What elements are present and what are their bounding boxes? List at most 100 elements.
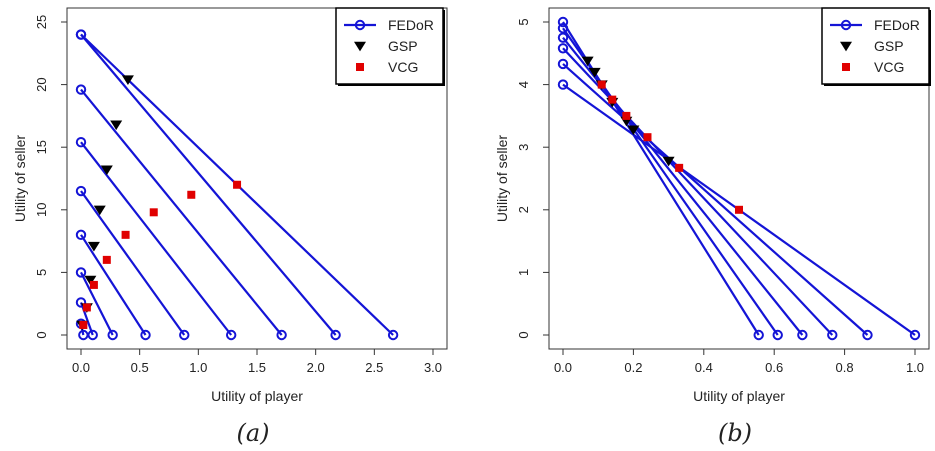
y-tick-label: 2 (516, 206, 531, 213)
y-tick-label: 1 (516, 269, 531, 276)
fedor-point (87, 329, 98, 341)
y-tick-label: 10 (34, 203, 49, 217)
fedor-point (276, 329, 287, 341)
gsp-point (84, 275, 97, 286)
y-tick-label: 4 (516, 81, 531, 88)
fedor-point (862, 329, 873, 341)
vcg-point (121, 230, 130, 239)
gsp-point (662, 156, 675, 167)
fedor-point (753, 329, 764, 341)
y-axis-title: Utility of seller (494, 135, 510, 222)
fedor-point (557, 58, 569, 70)
fedor-point (75, 29, 87, 40)
fedor-point (225, 329, 237, 341)
vcg-point (735, 205, 743, 214)
plot-frame (548, 7, 930, 350)
vcg-point (89, 280, 98, 289)
x-tick-label: 0.6 (765, 360, 783, 375)
fedor-point (75, 84, 87, 95)
x-tick-label: 1.0 (906, 360, 924, 375)
gsp-point (110, 120, 123, 131)
x-tick-label: 0.0 (554, 360, 572, 375)
x-tick-label: 0.2 (624, 360, 642, 375)
fedor-point (140, 329, 151, 341)
vcg-point (608, 95, 617, 104)
fedor-line (562, 63, 869, 336)
fedor-point (827, 329, 838, 341)
fedor-point (557, 16, 569, 28)
chart-panel-b: 0.0 0.2 0.4 0.6 0.8 1.0 0 1 2 3 4 5 Utility of playe… (494, 7, 931, 447)
x-tick-label: 0.5 (131, 360, 149, 375)
y-axis-title: Utility of seller (12, 135, 28, 222)
y-tick-label: 0 (34, 331, 49, 338)
gsp-point (93, 205, 106, 216)
x-tick-label: 2.0 (307, 360, 325, 375)
y-tick-label: 3 (516, 144, 531, 151)
fedor-point (909, 329, 921, 341)
fedor-line (80, 234, 147, 336)
y-tick-label: 15 (34, 140, 49, 154)
chart-panel-a: 0.0 0.5 1.0 1.5 2.0 2.5 3.0 0 5 10 15 20 25 Utility o… (12, 7, 448, 447)
gsp-point (627, 125, 640, 136)
fedor-point (772, 329, 783, 341)
vcg-point (187, 190, 196, 199)
vcg-point (233, 180, 242, 189)
x-tick-label: 0.8 (836, 360, 854, 375)
vcg-point (102, 255, 111, 264)
fedor-point (75, 185, 87, 197)
legend-marker-gsp (840, 41, 852, 52)
x-tick-label: 2.5 (365, 360, 383, 375)
vcg-point (675, 163, 684, 172)
fedor-point (557, 79, 569, 90)
fedor-point (557, 43, 569, 54)
panel-label: (b) (718, 419, 752, 447)
legend-label: VCG (388, 59, 418, 75)
legend-marker-vcg (842, 63, 850, 71)
legend-label: GSP (388, 38, 418, 54)
y-tick-label: 5 (34, 269, 49, 276)
fedor-point (179, 329, 190, 341)
vcg-point (82, 303, 91, 312)
legend-label: FEDoR (874, 17, 920, 33)
fedor-point (75, 136, 87, 148)
x-tick-label: 0.4 (695, 360, 713, 375)
y-tick-label: 0 (516, 331, 531, 338)
vcg-point (149, 208, 158, 217)
vcg-point (79, 320, 88, 329)
fedor-point (330, 329, 341, 341)
vcg-point (622, 111, 631, 120)
fedor-point (797, 329, 808, 341)
fedor-line (80, 271, 114, 336)
vcg-point (597, 80, 606, 89)
fedor-point (387, 329, 399, 341)
x-tick-label: 1.0 (189, 360, 207, 375)
legend-box (821, 7, 930, 85)
y-tick-label: 25 (34, 15, 49, 29)
legend-label: FEDoR (388, 17, 434, 33)
gsp-point (87, 241, 100, 252)
fedor-line (80, 33, 337, 336)
legend-marker-vcg (356, 63, 364, 71)
legend-box (335, 7, 444, 85)
x-tick-label: 1.5 (248, 360, 266, 375)
fedor-line (562, 27, 779, 336)
panel-label: (a) (236, 419, 269, 447)
x-tick-label: 3.0 (424, 360, 442, 375)
legend-marker-gsp (354, 41, 366, 52)
legend-marker-fedor (354, 19, 366, 31)
legend-label: GSP (874, 38, 904, 54)
fedor-point (557, 32, 569, 43)
legend-marker-fedor (840, 19, 852, 31)
fedor-line (80, 190, 186, 336)
fedor-point (107, 329, 118, 341)
x-axis-title: Utility of player (693, 388, 785, 404)
gsp-point (100, 165, 113, 176)
legend-label: VCG (874, 59, 904, 75)
y-tick-label: 20 (34, 77, 49, 91)
gsp-point (581, 56, 594, 67)
y-tick-label: 5 (516, 18, 531, 25)
fedor-line (80, 88, 283, 336)
fedor-line (80, 141, 233, 336)
vcg-point (643, 133, 652, 142)
